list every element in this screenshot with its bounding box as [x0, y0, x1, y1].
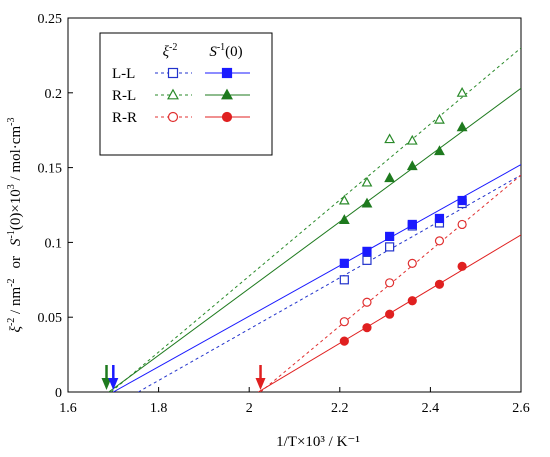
data-point — [221, 88, 233, 100]
fit-line — [108, 87, 521, 392]
data-point — [167, 88, 179, 100]
plot-frame — [67, 17, 522, 393]
x-tick-label: 2.2 — [331, 401, 349, 416]
y-tick-label: 0.25 — [38, 12, 63, 27]
legend-header-s: S-1(0) — [209, 42, 242, 60]
x-tick-label: 1.8 — [150, 401, 168, 416]
data-point — [406, 134, 418, 145]
y-tick-label: 0.05 — [38, 311, 63, 326]
data-point — [221, 111, 233, 123]
y-tick-label: 0.2 — [45, 87, 63, 102]
y-tick-label: 0.1 — [45, 236, 63, 251]
legend-label: R-L — [112, 88, 136, 104]
x-tick-label: 1.6 — [59, 401, 77, 416]
data-point — [406, 160, 418, 171]
data-point — [434, 279, 445, 289]
data-points — [338, 86, 468, 346]
legend: ξ-2 S-1(0) L-L R-L R-R — [99, 32, 273, 156]
data-point — [362, 246, 372, 256]
data-point — [457, 219, 467, 230]
fit-lines — [108, 47, 521, 392]
data-point — [361, 176, 373, 187]
data-point — [456, 121, 468, 132]
legend-label: R-R — [112, 110, 137, 126]
intercept-arrows — [101, 365, 266, 390]
data-point — [362, 255, 372, 265]
data-point — [339, 317, 349, 327]
data-point — [338, 214, 350, 224]
data-point — [384, 172, 396, 183]
data-point — [385, 231, 395, 242]
legend-box — [99, 32, 273, 156]
data-point — [434, 213, 445, 224]
data-point — [407, 296, 417, 306]
data-point — [385, 242, 395, 252]
data-point — [456, 86, 468, 97]
y-axis-label: ξ-2 / nm-2orS-1(0)×103 / mol·cm-3 — [6, 118, 24, 333]
data-point — [361, 197, 373, 208]
arrow-head — [255, 378, 266, 390]
x-tick-label: 2.6 — [512, 401, 530, 416]
data-point — [457, 195, 467, 206]
data-point — [384, 133, 396, 144]
data-point — [362, 297, 372, 307]
plot-area — [67, 17, 522, 393]
y-tick-label: 0.15 — [38, 162, 63, 177]
y-tick-label: 0 — [55, 386, 62, 401]
x-tick-label: 2 — [246, 401, 253, 416]
arrow-head — [101, 378, 112, 390]
legend-label: L-L — [112, 66, 135, 82]
data-point — [221, 67, 233, 79]
data-point — [362, 323, 372, 333]
fit-line — [137, 174, 521, 392]
data-point — [434, 113, 445, 124]
data-point — [339, 275, 349, 285]
legend-header-xi: ξ-2 — [163, 42, 178, 60]
data-point — [434, 236, 445, 246]
data-point — [338, 194, 350, 205]
data-point — [434, 145, 445, 156]
x-tick-label: 2.4 — [422, 401, 440, 416]
data-point — [407, 219, 417, 230]
axis-ticks: 1.6 1.8 2 2.2 2.4 2.6 0 0.05 0.1 0.15 0.2 0.25 — [38, 12, 530, 416]
data-point — [385, 278, 395, 288]
data-point — [457, 261, 467, 271]
x-axis-label: 1/T×10³ / K⁻¹ — [276, 434, 360, 450]
data-point — [339, 258, 349, 268]
fit-line — [113, 164, 521, 392]
data-point — [407, 258, 417, 268]
arrow-head — [108, 378, 119, 390]
data-point — [339, 336, 349, 346]
data-point — [385, 309, 395, 319]
data-point — [167, 111, 179, 123]
data-point — [167, 67, 179, 79]
fit-line — [110, 47, 521, 392]
